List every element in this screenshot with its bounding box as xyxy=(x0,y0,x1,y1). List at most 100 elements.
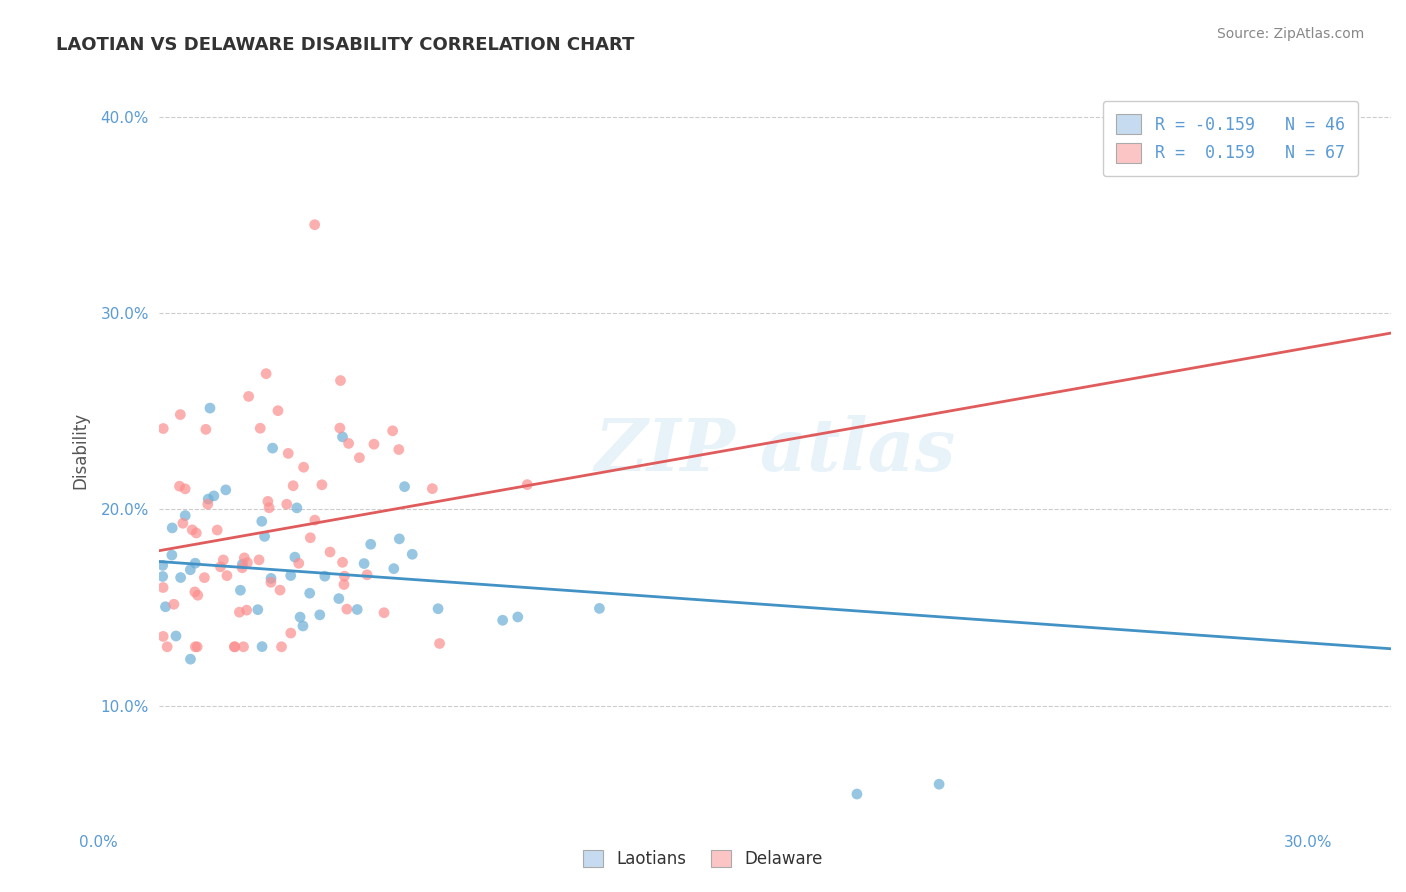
Legend: R = -0.159   N = 46, R =  0.159   N = 67: R = -0.159 N = 46, R = 0.159 N = 67 xyxy=(1104,101,1358,177)
Point xyxy=(260,571,283,585)
Point xyxy=(250,640,273,654)
Point xyxy=(262,441,284,455)
Point xyxy=(363,437,385,451)
Point xyxy=(254,367,277,381)
Point xyxy=(928,777,950,791)
Point xyxy=(156,640,179,654)
Y-axis label: Disability: Disability xyxy=(72,412,89,489)
Point xyxy=(319,545,342,559)
Point xyxy=(249,421,271,435)
Point xyxy=(269,583,291,598)
Point xyxy=(194,422,217,436)
Point xyxy=(333,577,356,591)
Point xyxy=(276,497,298,511)
Legend: Laotians, Delaware: Laotians, Delaware xyxy=(576,843,830,875)
Point xyxy=(299,531,322,545)
Point xyxy=(360,537,382,551)
Point xyxy=(187,588,209,602)
Point xyxy=(329,421,352,435)
Point xyxy=(228,605,250,619)
Point xyxy=(179,563,201,577)
Point xyxy=(152,629,174,643)
Point xyxy=(229,583,252,598)
Point xyxy=(492,613,515,627)
Text: Source: ZipAtlas.com: Source: ZipAtlas.com xyxy=(1216,27,1364,41)
Text: 0.0%: 0.0% xyxy=(79,836,118,850)
Point xyxy=(212,553,235,567)
Point xyxy=(349,450,371,465)
Point xyxy=(152,421,174,435)
Point xyxy=(314,569,336,583)
Point xyxy=(155,599,177,614)
Point xyxy=(186,640,208,654)
Point xyxy=(277,446,299,460)
Point xyxy=(291,619,314,633)
Point xyxy=(184,556,207,570)
Point xyxy=(353,557,375,571)
Point xyxy=(238,389,260,403)
Point xyxy=(311,477,333,491)
Point xyxy=(233,550,256,565)
Point xyxy=(224,640,246,654)
Point xyxy=(169,479,191,493)
Point xyxy=(332,555,354,569)
Point xyxy=(197,497,219,511)
Point xyxy=(250,514,273,528)
Point xyxy=(202,489,225,503)
Point xyxy=(184,640,207,654)
Point xyxy=(232,640,254,654)
Point xyxy=(169,570,191,584)
Point xyxy=(292,460,315,475)
Text: ZIP atlas: ZIP atlas xyxy=(595,415,956,486)
Point xyxy=(336,602,359,616)
Point xyxy=(588,601,610,615)
Point xyxy=(308,607,330,622)
Point xyxy=(236,556,259,570)
Point xyxy=(288,610,311,624)
Point xyxy=(429,636,451,650)
Point xyxy=(209,559,232,574)
Text: LAOTIAN VS DELAWARE DISABILITY CORRELATION CHART: LAOTIAN VS DELAWARE DISABILITY CORRELATI… xyxy=(56,36,634,54)
Text: 30.0%: 30.0% xyxy=(1284,836,1331,850)
Point xyxy=(270,640,292,654)
Point xyxy=(160,548,183,562)
Point xyxy=(516,477,538,491)
Point xyxy=(284,550,307,565)
Point xyxy=(420,482,443,496)
Point xyxy=(332,430,354,444)
Point xyxy=(247,553,270,567)
Point xyxy=(346,602,368,616)
Point xyxy=(193,571,215,585)
Point xyxy=(401,547,423,561)
Point xyxy=(333,569,356,583)
Point xyxy=(280,626,302,640)
Point xyxy=(186,526,208,541)
Point xyxy=(246,602,269,616)
Point xyxy=(280,568,302,582)
Point xyxy=(160,521,183,535)
Point xyxy=(356,567,378,582)
Point xyxy=(181,523,204,537)
Point xyxy=(231,558,253,572)
Point xyxy=(257,494,280,508)
Point xyxy=(179,652,201,666)
Point xyxy=(152,558,174,573)
Point xyxy=(298,586,321,600)
Point xyxy=(506,610,529,624)
Point xyxy=(285,500,308,515)
Point xyxy=(165,629,187,643)
Point xyxy=(427,601,450,615)
Point xyxy=(172,516,194,531)
Point xyxy=(388,532,411,546)
Point xyxy=(381,424,404,438)
Point xyxy=(235,603,257,617)
Point xyxy=(174,482,197,496)
Point xyxy=(304,218,326,232)
Point xyxy=(169,408,191,422)
Point xyxy=(215,483,238,497)
Point xyxy=(260,575,283,590)
Point xyxy=(215,568,238,582)
Point xyxy=(231,561,253,575)
Point xyxy=(287,556,309,570)
Point xyxy=(373,606,395,620)
